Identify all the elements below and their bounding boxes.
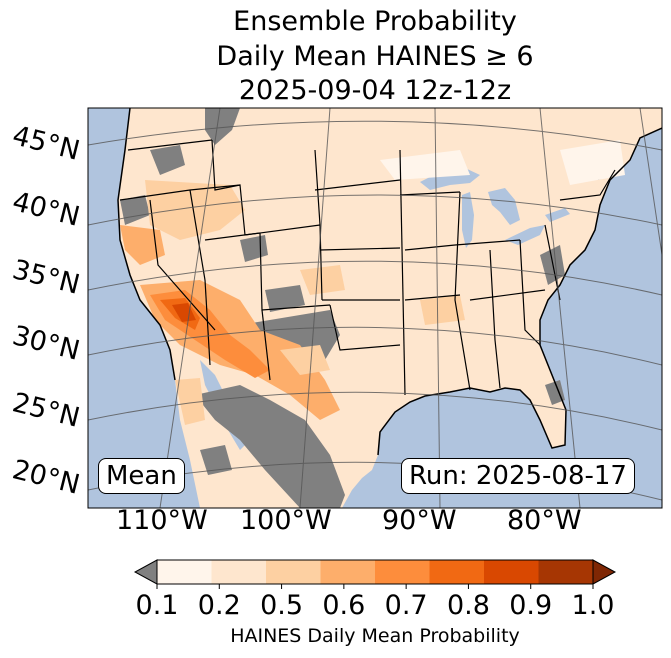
lon-label-100: 100°W	[240, 505, 332, 536]
colorbar-bin	[320, 560, 375, 584]
colorbar-tick-label: 0.9	[509, 590, 553, 621]
colorbar-tick-label: 0.1	[135, 590, 179, 621]
colorbar-bin	[211, 560, 266, 584]
colorbar-bin	[375, 560, 430, 584]
colorbar-tick-label: 0.6	[322, 590, 366, 621]
colorbar-under-arrow	[133, 559, 158, 585]
colorbar-bin	[538, 560, 593, 584]
colorbar-bin	[429, 560, 484, 584]
colorbar-tick-label: 0.8	[446, 590, 490, 621]
colorbar-tick-label: 0.7	[384, 590, 428, 621]
title-line-1: Ensemble Probability	[233, 6, 517, 37]
colorbar-tick-label: 0.5	[260, 590, 304, 621]
probability-areas	[120, 140, 625, 425]
lake-michigan	[462, 192, 474, 248]
colorbar-bin	[157, 560, 212, 584]
lon-label-110: 110°W	[116, 505, 208, 536]
run-date-label: Run: 2025-08-17	[401, 458, 635, 494]
colorbar-tick-label: 0.2	[197, 590, 241, 621]
mean-label: Mean	[98, 458, 185, 494]
no-data-areas	[120, 108, 615, 508]
colorbar-over-arrow	[592, 559, 617, 585]
colorbar-frame	[156, 559, 594, 585]
title-line-2: Daily Mean HAINES ≥ 6	[216, 41, 534, 72]
colorbar-bin	[484, 560, 539, 584]
colorbar	[133, 559, 617, 589]
colorbar-tick-label: 1.0	[571, 590, 615, 621]
state-boundaries	[119, 139, 616, 396]
lake-huron	[488, 188, 520, 225]
lon-label-90: 90°W	[382, 505, 457, 536]
map-frame	[87, 107, 663, 509]
pacific-coast	[88, 108, 200, 508]
lon-label-80: 80°W	[507, 505, 582, 536]
map-body	[88, 108, 662, 508]
title-line-3: 2025-09-04 12z-12z	[238, 75, 512, 106]
colorbar-bin	[266, 560, 321, 584]
colorbar-label: HAINES Daily Mean Probability	[230, 625, 520, 647]
